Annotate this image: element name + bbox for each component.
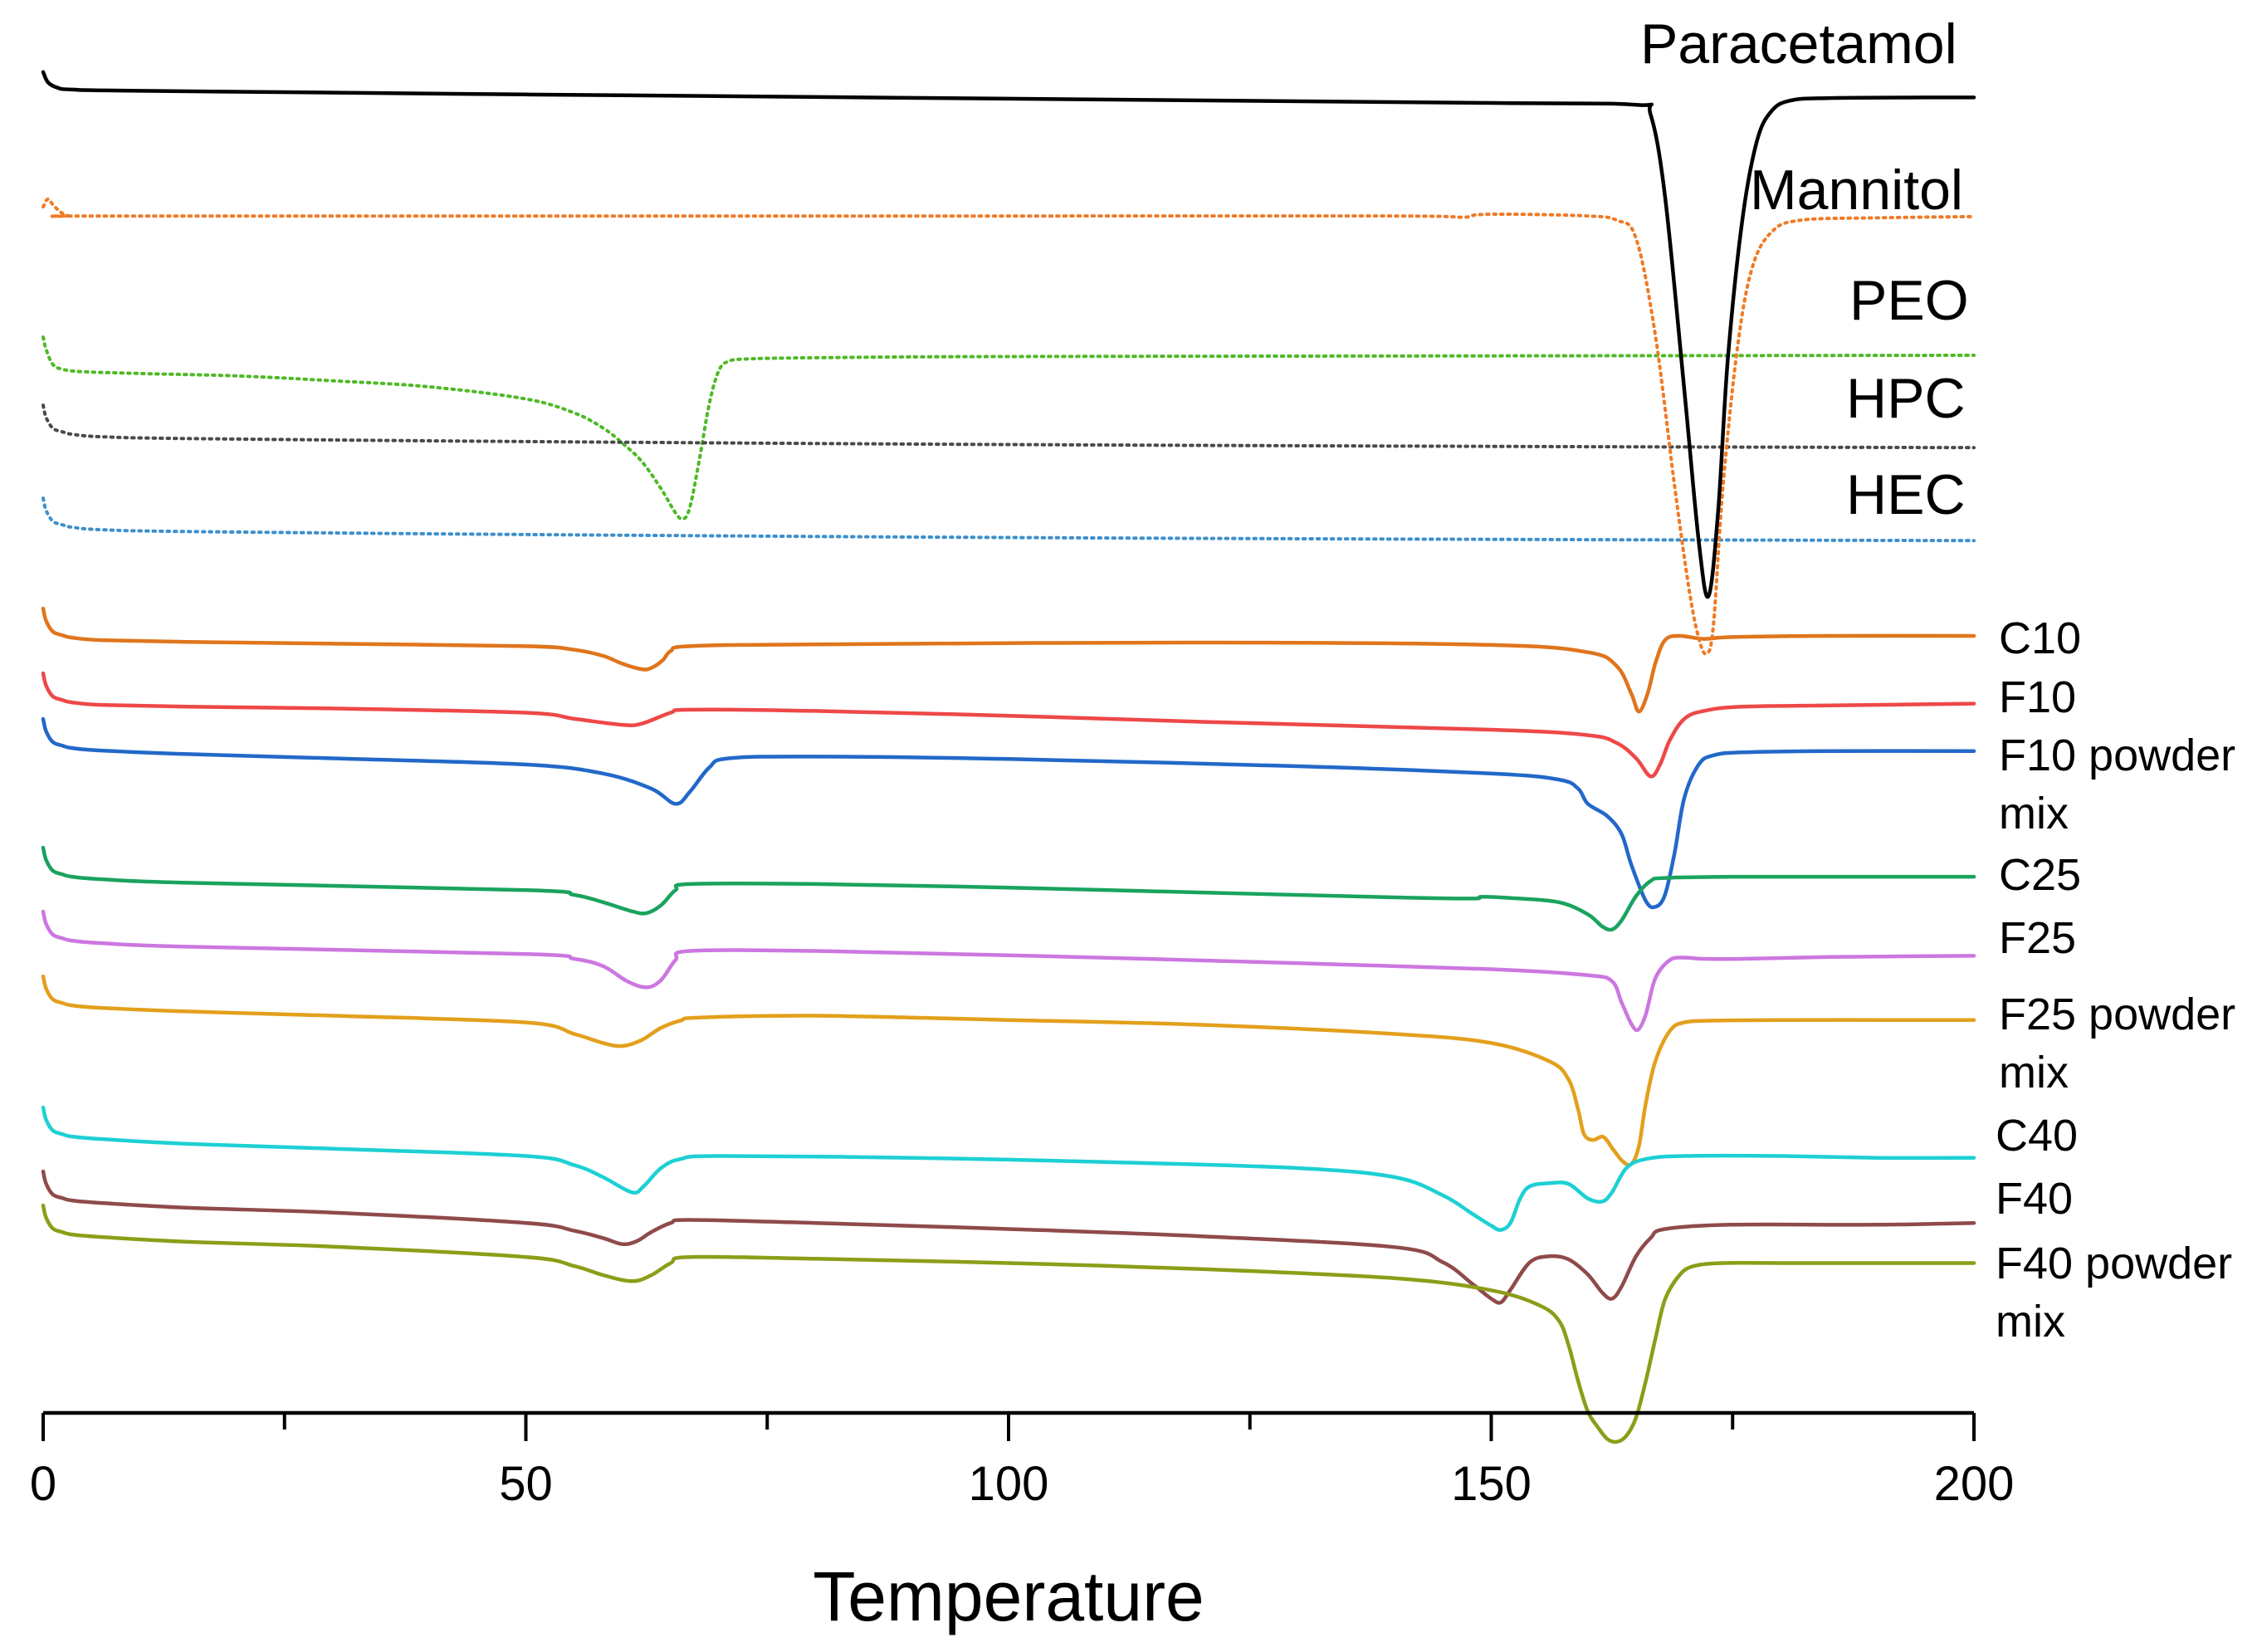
series-label-f10: F10 [1999,672,2076,722]
x-tick-label-50: 50 [499,1457,553,1511]
series-line-f40-powder-mix [41,1203,1976,1444]
series-line-mannitol [42,197,1976,656]
series-label-hec: HEC [1846,463,1966,526]
series-line-hec [42,496,1976,543]
series-line-peo [42,335,1976,521]
series-line-hpc [42,403,1976,450]
series-label-f40-powder-mix-line-1: F40 powder [1996,1239,2232,1288]
series-line-c10 [41,606,1976,714]
x-axis-title: Temperature [813,1557,1204,1635]
series-layer [41,70,1976,1444]
series-label-peo: PEO [1849,269,1969,332]
series-label-f25-powder-mix-line-1: F25 powder [1999,990,2235,1039]
series-label-f10-powder-mix-line-1: F10 powder [1999,731,2235,780]
series-line-c40 [41,1105,1976,1232]
series-label-f40-powder-mix-line-2: mix [1996,1297,2065,1347]
series-label-c40: C40 [1996,1111,2078,1161]
series-line-paracetamol [41,70,1976,599]
series-line-f10 [41,671,1976,779]
series-line-f10-powder-mix [41,716,1976,910]
series-label-f10-powder-mix-line-2: mix [1999,789,2069,838]
series-label-c25: C25 [1999,850,2081,900]
series-label-f40: F40 [1996,1174,2073,1224]
series-line-f25-powder-mix [41,974,1976,1167]
series-line-c25 [41,845,1976,932]
series-label-f25: F25 [1999,913,2076,963]
series-line-f40 [41,1169,1976,1305]
x-tick-label-200: 200 [1934,1457,2015,1511]
series-line-f25 [41,909,1976,1033]
x-axis: 0 50 100 150 200 [30,1410,2015,1511]
series-label-mannitol: Mannitol [1750,159,1963,222]
series-label-f25-powder-mix-line-2: mix [1999,1048,2069,1097]
series-label-c10: C10 [1999,613,2081,663]
series-label-layer: Paracetamol Mannitol PEO HPC HEC C10 F10 F10 po… [1640,12,2235,1347]
series-label-paracetamol: Paracetamol [1640,12,1957,76]
x-tick-label-150: 150 [1451,1457,1532,1511]
x-tick-label-0: 0 [30,1457,56,1511]
x-tick-label-100: 100 [969,1457,1049,1511]
series-label-hpc: HPC [1846,367,1966,430]
